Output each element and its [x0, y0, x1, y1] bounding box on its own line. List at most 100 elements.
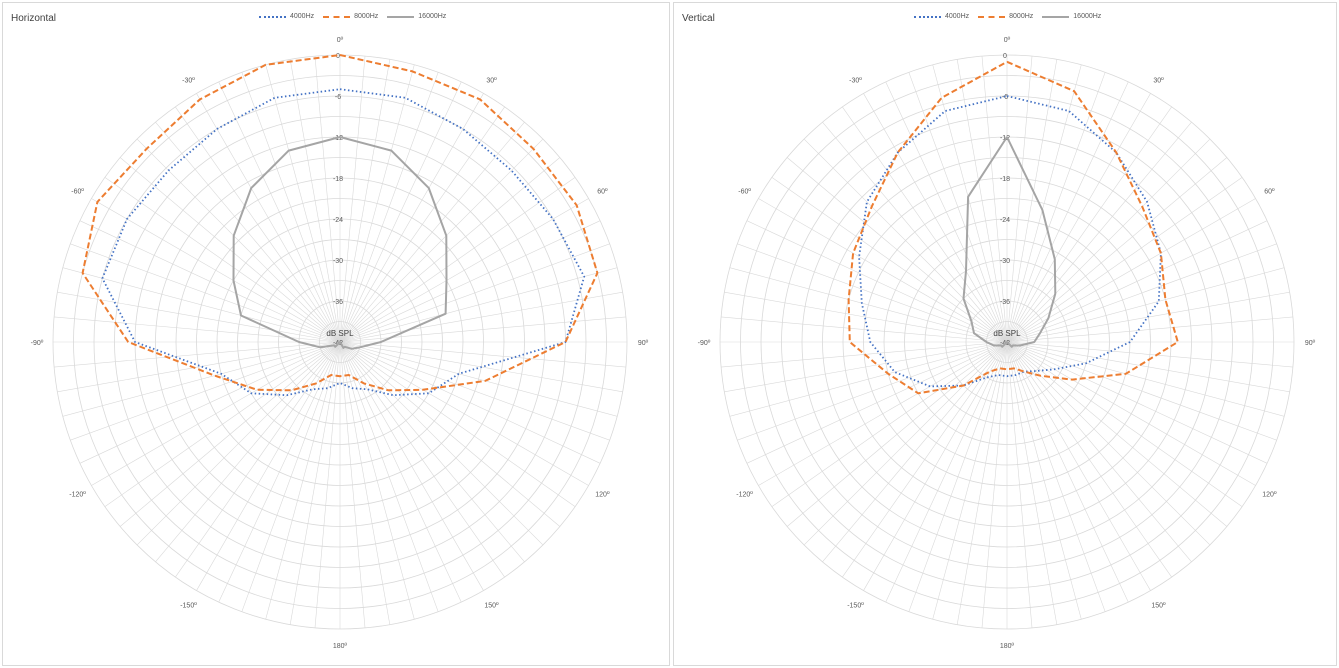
angle-tick-label: 0º — [1004, 37, 1011, 44]
grid-spoke — [339, 341, 544, 546]
legend-label: 8000Hz — [354, 13, 379, 20]
legend-swatch-16000hz — [387, 15, 415, 18]
grid-spoke — [1006, 243, 1277, 343]
grid-spoke — [314, 56, 341, 343]
grid-spoke — [196, 93, 341, 343]
grid-spoke — [339, 93, 484, 343]
grid-spoke — [758, 198, 1008, 343]
grid-spoke — [339, 341, 561, 527]
radial-tick-label: -36 — [1000, 299, 1010, 306]
grid-spoke — [1006, 341, 1290, 393]
grid-spoke — [1006, 341, 1268, 464]
grid-spoke — [932, 341, 1008, 620]
grid-spoke — [908, 72, 1008, 343]
grid-spoke — [136, 138, 341, 343]
grid-spoke — [786, 157, 1008, 343]
grid-spoke — [339, 121, 525, 343]
grid-spoke — [57, 341, 341, 393]
series-line-8000hz — [81, 54, 599, 392]
grid-spoke — [339, 341, 626, 368]
grid-spoke — [1006, 341, 1228, 527]
angle-tick-label: -60º — [738, 189, 751, 196]
radial-tick-label: -6 — [1002, 94, 1008, 101]
radial-tick-label: -24 — [1000, 217, 1010, 224]
grid-spoke — [119, 341, 341, 527]
angle-tick-label: 90º — [638, 340, 649, 347]
grid-spoke — [339, 341, 505, 578]
grid-spoke — [155, 341, 341, 563]
grid-spoke — [339, 341, 391, 625]
grid-spoke — [737, 243, 1008, 343]
grid-spoke — [339, 64, 415, 343]
legend-item-16000hz: 16000Hz — [387, 13, 446, 20]
grid-spoke — [91, 198, 341, 343]
angle-tick-label: -120º — [736, 492, 753, 499]
grid-spoke — [339, 56, 366, 343]
grid-spoke — [1006, 341, 1151, 591]
grid-spoke — [863, 93, 1008, 343]
grid-spoke — [1006, 341, 1172, 578]
grid-spoke — [339, 341, 439, 612]
series-line-16000hz — [962, 136, 1057, 348]
grid-spoke — [1006, 267, 1285, 343]
grid-spoke — [737, 341, 1008, 441]
grid-spoke — [1006, 177, 1243, 343]
legend-item-4000hz: 4000Hz — [914, 13, 969, 20]
grid-spoke — [981, 56, 1008, 343]
grid-spoke — [1006, 341, 1277, 441]
grid-spoke — [339, 341, 462, 603]
grid-spoke — [62, 267, 341, 343]
grid-spoke — [1006, 341, 1256, 486]
legend-label: 4000Hz — [945, 13, 970, 20]
grid-spoke — [842, 341, 1008, 578]
grid-spoke — [863, 341, 1008, 591]
grid-spoke — [265, 341, 341, 620]
angle-tick-label: 0º — [337, 37, 344, 44]
grid-spoke — [803, 138, 1008, 343]
grid-spoke — [771, 177, 1008, 343]
grid-spoke — [1006, 138, 1211, 343]
grid-spoke — [104, 177, 341, 343]
radial-tick-label: -24 — [333, 217, 343, 224]
legend-item-4000hz: 4000Hz — [259, 13, 314, 20]
chart-legend: 4000Hz 8000Hz 16000Hz — [914, 13, 1101, 20]
grid-spoke — [175, 106, 341, 343]
grid-spoke — [1006, 341, 1106, 612]
grid-spoke — [1006, 157, 1228, 343]
angle-tick-label: -90º — [31, 340, 44, 347]
angle-tick-label: -90º — [698, 340, 711, 347]
radial-tick-label: -6 — [335, 94, 341, 101]
grid-spoke — [70, 243, 341, 343]
grid-spoke — [339, 243, 610, 343]
angle-tick-label: -120º — [69, 492, 86, 499]
grid-spoke — [724, 291, 1008, 343]
grid-spoke — [721, 316, 1008, 343]
grid-spoke — [339, 341, 601, 464]
grid-spoke — [339, 341, 366, 628]
grid-spoke — [136, 341, 341, 546]
grid-spoke — [339, 177, 576, 343]
grid-spoke — [339, 291, 623, 343]
legend-item-8000hz: 8000Hz — [978, 13, 1033, 20]
grid-spoke — [218, 81, 341, 343]
angle-tick-label: 150º — [484, 602, 499, 609]
legend-swatch-8000hz — [323, 15, 351, 18]
series-line-8000hz — [847, 60, 1179, 395]
chart-panel-horizontal: Horizontal 4000Hz 8000Hz 16000Hz 0 -6 -12-… — [2, 2, 670, 666]
polar-chart-vertical: 0-6-12-18-24-30-36-420º30º60º90º120º150º… — [698, 37, 1316, 650]
grid-spoke — [241, 341, 341, 612]
grid-spoke — [54, 341, 341, 368]
grid-spoke — [339, 81, 462, 343]
grid-spoke — [79, 341, 341, 464]
legend-swatch-4000hz — [259, 15, 286, 18]
chart-panel-vertical: Vertical 4000Hz 8000Hz 16000Hz 0 -6 -12 -18… — [673, 2, 1337, 666]
radial-tick-label: -36 — [333, 299, 343, 306]
angle-tick-label: -150º — [180, 602, 197, 609]
radial-tick-label: -18 — [333, 176, 343, 183]
grid-spoke — [724, 341, 1008, 393]
grid-spoke — [746, 220, 1008, 343]
grid-spoke — [339, 198, 589, 343]
legend-label: 4000Hz — [290, 13, 315, 20]
legend-item-8000hz: 8000Hz — [323, 13, 378, 20]
grid-spoke — [786, 341, 1008, 527]
